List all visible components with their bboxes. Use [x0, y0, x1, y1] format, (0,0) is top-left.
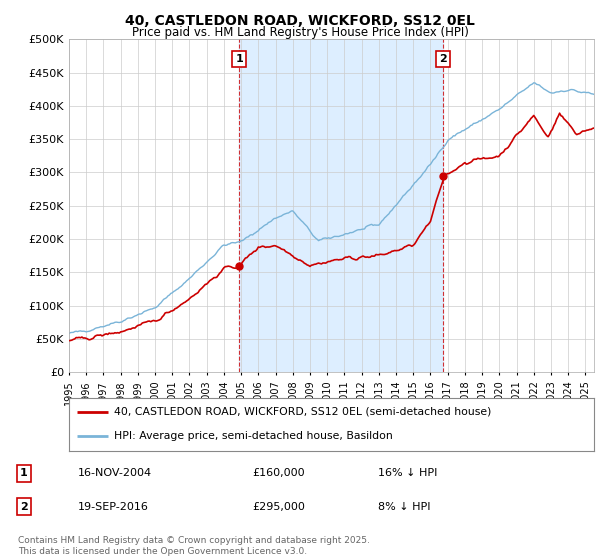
Text: 1: 1	[235, 54, 243, 64]
Text: 2: 2	[439, 54, 447, 64]
Text: 19-SEP-2016: 19-SEP-2016	[78, 502, 149, 512]
Text: 8% ↓ HPI: 8% ↓ HPI	[378, 502, 431, 512]
Text: 1: 1	[20, 468, 28, 478]
Text: Price paid vs. HM Land Registry's House Price Index (HPI): Price paid vs. HM Land Registry's House …	[131, 26, 469, 39]
Text: HPI: Average price, semi-detached house, Basildon: HPI: Average price, semi-detached house,…	[113, 431, 392, 441]
Bar	[239, 39, 443, 372]
Text: 2: 2	[20, 502, 28, 512]
Text: 16% ↓ HPI: 16% ↓ HPI	[378, 468, 437, 478]
Text: £160,000: £160,000	[252, 468, 305, 478]
Text: 16-NOV-2004: 16-NOV-2004	[78, 468, 152, 478]
Text: 40, CASTLEDON ROAD, WICKFORD, SS12 0EL: 40, CASTLEDON ROAD, WICKFORD, SS12 0EL	[125, 14, 475, 28]
Text: £295,000: £295,000	[252, 502, 305, 512]
Text: 40, CASTLEDON ROAD, WICKFORD, SS12 0EL (semi-detached house): 40, CASTLEDON ROAD, WICKFORD, SS12 0EL (…	[113, 407, 491, 417]
Text: Contains HM Land Registry data © Crown copyright and database right 2025.
This d: Contains HM Land Registry data © Crown c…	[18, 536, 370, 556]
